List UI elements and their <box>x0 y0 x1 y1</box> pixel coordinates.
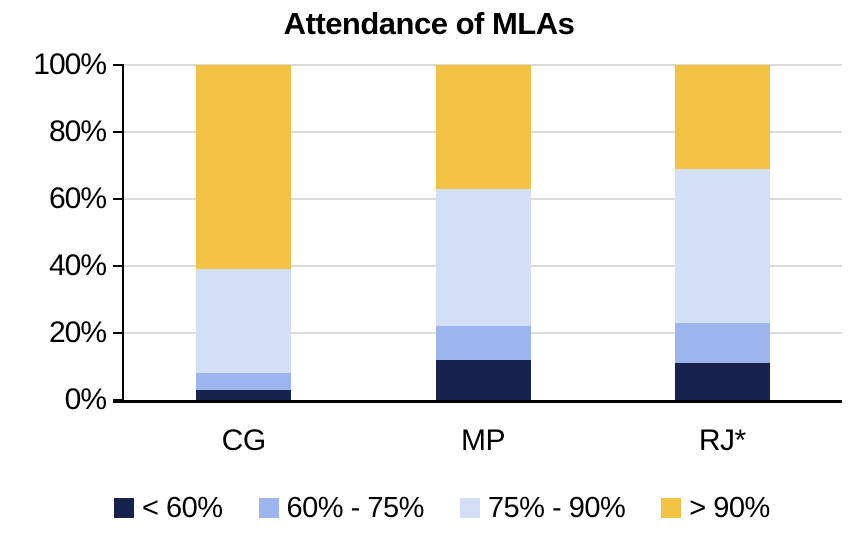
bar-segment <box>674 322 770 364</box>
y-axis-tick <box>113 332 122 334</box>
y-axis-line <box>122 64 124 400</box>
x-axis-line <box>113 400 842 403</box>
category-label: CG <box>221 424 267 457</box>
bar-segment <box>674 168 770 323</box>
legend: < 60% 60% - 75% 75% - 90% > 90% <box>114 487 770 529</box>
y-tick-label: 60% <box>48 182 107 215</box>
bar-segment <box>196 373 292 390</box>
bar-segment <box>435 65 531 189</box>
legend-item: 75% - 90% <box>459 491 626 525</box>
bar-segment <box>435 326 531 360</box>
y-tick-label: 80% <box>48 115 107 148</box>
y-axis-tick-labels: 0% 20% 40% 60% 80% 100% <box>0 48 107 416</box>
bar-segment <box>196 269 292 374</box>
bar-segment <box>435 359 531 400</box>
legend-label: 75% - 90% <box>487 491 626 524</box>
y-tick-label: 0% <box>64 383 107 416</box>
plot-area <box>113 64 842 403</box>
chart-title: Attendance of MLAs <box>283 6 575 41</box>
gridline <box>124 64 842 66</box>
legend-swatch <box>258 498 279 518</box>
y-tick-label: 100% <box>33 48 107 81</box>
y-axis-tick <box>113 198 122 200</box>
legend-item: 60% - 75% <box>258 491 425 525</box>
y-axis-tick <box>113 131 122 133</box>
bar-segment <box>196 65 292 270</box>
legend-swatch <box>114 498 134 518</box>
bar-segment <box>674 363 770 400</box>
legend-label: < 60% <box>142 491 223 524</box>
y-tick-label: 40% <box>48 249 107 282</box>
legend-label: > 90% <box>689 491 770 524</box>
bar-segment <box>435 188 531 327</box>
legend-label: 60% - 75% <box>286 491 425 524</box>
category-label: MP <box>460 424 506 457</box>
bar-segment <box>196 389 292 400</box>
legend-item: > 90% <box>661 492 770 525</box>
legend-swatch <box>459 498 480 518</box>
y-axis-tick <box>113 265 122 267</box>
y-tick-label: 20% <box>48 316 107 349</box>
y-axis-tick <box>113 64 122 66</box>
legend-swatch <box>661 498 682 518</box>
category-label: RJ* <box>698 424 746 457</box>
legend-item: < 60% <box>114 492 223 525</box>
x-axis-category-labels: CG MP RJ* <box>124 420 842 462</box>
bar-segment <box>674 65 770 169</box>
